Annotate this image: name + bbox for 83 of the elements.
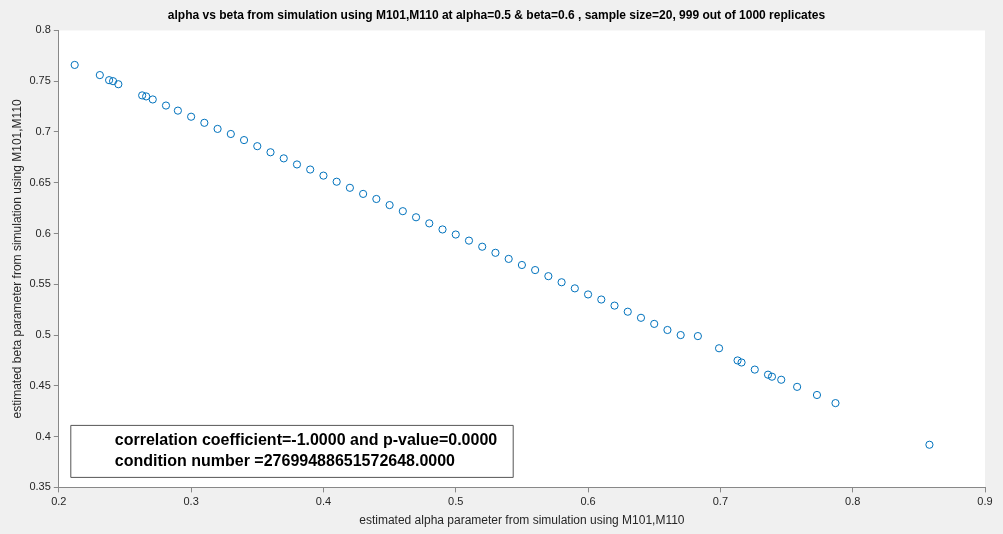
- y-tick-label: 0.35: [29, 480, 51, 493]
- point: [372, 194, 381, 204]
- point: [148, 95, 157, 104]
- point: [570, 284, 579, 293]
- chart-title: alpha vs beta from simulation using M101,M110 at alpha=0.5 & beta=0.6 , sample size=20, 999 out of 1000 replicates: [167, 7, 826, 22]
- y-tick-label: 0.8: [35, 23, 51, 36]
- point: [767, 372, 777, 381]
- point: [200, 118, 209, 127]
- point: [142, 92, 151, 101]
- point: [478, 242, 487, 251]
- point: [108, 77, 118, 86]
- point: [831, 399, 840, 408]
- y-tick-label: 0.55: [29, 277, 51, 290]
- point: [239, 135, 249, 145]
- x-tick-label: 0.2: [51, 495, 67, 508]
- point: [793, 382, 802, 391]
- point: [226, 129, 235, 139]
- point: [451, 230, 460, 239]
- x-tick-label: 0.7: [712, 495, 729, 508]
- point: [491, 248, 500, 257]
- y-axis-title: estimated beta parameter from simulation using M101,M110: [9, 98, 24, 419]
- x-tick-label: 0.4: [315, 495, 332, 508]
- annotation: correlation coefficient=-1.0000 and p-value=0.0000: [114, 431, 498, 449]
- point: [544, 272, 553, 281]
- point: [161, 101, 171, 110]
- point: [763, 370, 773, 379]
- point: [777, 375, 786, 384]
- point: [292, 160, 302, 169]
- point: [623, 307, 632, 316]
- point: [737, 358, 746, 367]
- point: [411, 213, 421, 222]
- x-tick-label: 0.6: [580, 495, 596, 508]
- point: [583, 290, 593, 299]
- point: [693, 331, 702, 341]
- y-tick-label: 0.65: [29, 175, 51, 188]
- x-axis-title: estimated alpha parameter from simulation using M101,M110: [359, 513, 685, 528]
- y-tick-label: 0.5: [35, 328, 51, 341]
- x-tick-label: 0.3: [183, 495, 199, 508]
- x-tick-label: 0.5: [448, 495, 464, 508]
- point: [663, 325, 672, 335]
- y-tick-label: 0.45: [29, 378, 51, 391]
- point: [173, 106, 182, 115]
- point: [464, 236, 474, 245]
- point: [650, 319, 659, 328]
- point: [279, 154, 288, 163]
- point: [114, 80, 123, 89]
- point: [306, 165, 315, 174]
- point: [95, 70, 104, 80]
- point: [750, 365, 759, 374]
- point: [213, 124, 222, 134]
- y-tick-label: 0.75: [29, 74, 51, 87]
- point: [610, 301, 619, 310]
- point: [332, 177, 341, 186]
- x-tick-label: 0.8: [845, 495, 861, 508]
- point: [425, 219, 434, 228]
- point: [925, 440, 934, 449]
- point: [438, 225, 447, 234]
- point: [266, 148, 275, 157]
- point: [319, 171, 328, 180]
- point: [597, 295, 606, 304]
- point: [138, 91, 147, 100]
- point: [733, 356, 742, 365]
- y-tick-label: 0.6: [35, 226, 51, 239]
- y-tick-label: 0.4: [35, 429, 51, 442]
- point: [253, 142, 262, 151]
- point: [531, 265, 540, 275]
- point: [398, 207, 407, 216]
- point: [345, 183, 354, 192]
- point: [385, 200, 394, 210]
- annotation: condition number =27699488651572648.0000: [114, 452, 456, 470]
- x-tick-label: 0.9: [977, 495, 993, 508]
- point: [187, 112, 196, 121]
- point: [70, 60, 79, 70]
- point: [812, 390, 822, 400]
- point: [636, 313, 646, 322]
- point: [517, 260, 527, 270]
- y-tick-label: 0.7: [35, 124, 51, 137]
- point: [104, 76, 114, 85]
- point: [504, 254, 513, 263]
- point: [557, 278, 566, 287]
- point: [359, 189, 368, 198]
- point: [676, 330, 685, 340]
- point: [714, 344, 724, 353]
